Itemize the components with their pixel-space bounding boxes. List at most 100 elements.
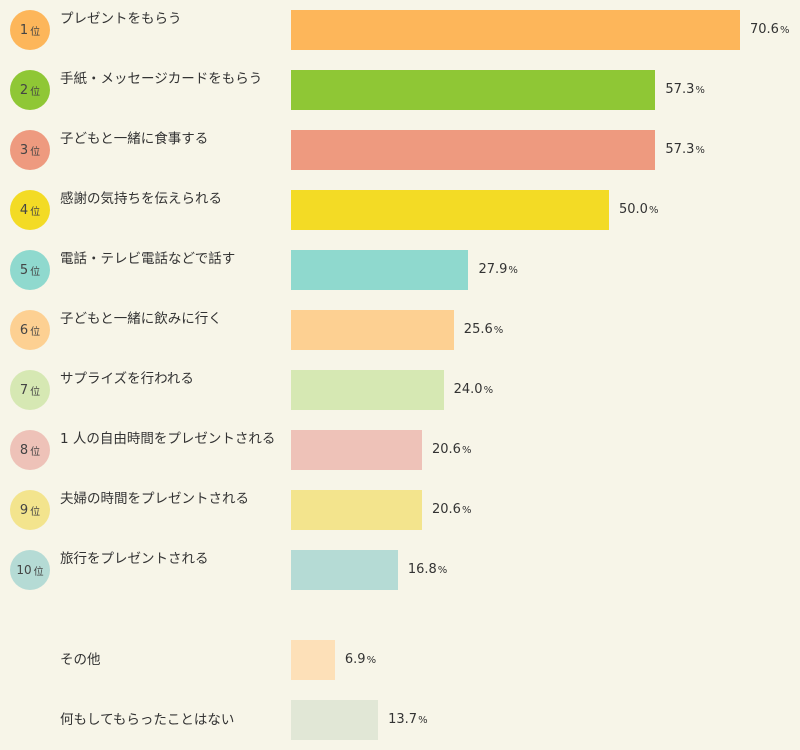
ranking-row: 7 位サプライズを行われる 24.0%: [0, 370, 800, 410]
value-number: 20.6: [432, 442, 461, 457]
ranking-row: 4 位感謝の気持ちを伝えられる 50.0%: [0, 190, 800, 230]
percent-unit: %: [418, 715, 428, 726]
value-label: 50.0%: [619, 190, 658, 230]
value-label: 57.3%: [665, 70, 704, 110]
category-label: 手紙・メッセージカードをもらう: [60, 71, 263, 87]
value-label: 20.6%: [432, 430, 471, 470]
rank-number: 8: [19, 442, 29, 458]
ranking-row: 10 位旅行をプレゼントされる 16.8%: [0, 550, 800, 590]
bar: [291, 250, 469, 290]
rank-badge: 10 位: [10, 550, 50, 590]
rank-suffix: 位: [30, 86, 41, 98]
value-label: 70.6%: [750, 10, 789, 50]
bar: [291, 190, 609, 230]
percent-unit: %: [695, 85, 705, 96]
value-number: 57.3: [665, 142, 695, 157]
rank-number: 2: [19, 82, 29, 98]
value-label: 24.0%: [454, 370, 493, 410]
rank-suffix: 位: [30, 506, 41, 518]
bar: [291, 310, 454, 350]
bar: [291, 430, 422, 470]
rank-number: 3: [19, 142, 29, 158]
value-number: 57.3: [665, 82, 695, 97]
rank-suffix: 位: [30, 206, 41, 218]
rank-number: 7: [19, 382, 29, 398]
rank-suffix: 位: [30, 146, 41, 158]
category-label: その他: [60, 652, 101, 668]
percent-unit: %: [508, 265, 518, 276]
percent-unit: %: [461, 445, 472, 456]
bar: [291, 490, 422, 530]
rank-number: 10: [16, 563, 32, 577]
rank-suffix: 位: [30, 386, 41, 398]
percent-unit: %: [461, 505, 472, 516]
ranking-row: 6 位子どもと一緒に飲みに行く 25.6%: [0, 310, 800, 350]
value-number: 24.0: [453, 382, 483, 397]
value-number: 27.9: [478, 262, 508, 277]
value-label: 6.9%: [345, 640, 376, 680]
value-number: 25.6: [463, 322, 493, 337]
value-label: 13.7%: [388, 700, 427, 740]
rank-suffix: 位: [30, 26, 41, 38]
ranking-row: 2 位手紙・メッセージカードをもらう 57.3%: [0, 70, 800, 110]
value-number: 70.6: [750, 22, 779, 37]
ranking-row: 1 位プレゼントをもらう 70.6%: [0, 10, 800, 50]
other-row: 何もしてもらったことはない 13.7%: [0, 700, 800, 740]
value-number: 50.0: [618, 202, 648, 217]
bar: [291, 700, 379, 740]
category-label: 子どもと一緒に食事する: [60, 131, 209, 147]
percent-unit: %: [695, 145, 705, 156]
value-label: 20.6%: [432, 490, 471, 530]
value-label: 16.8%: [408, 550, 447, 590]
rank-number: 6: [19, 322, 29, 338]
category-label: 夫婦の時間をプレゼントされる: [60, 491, 249, 507]
rank-number: 5: [19, 262, 29, 278]
percent-unit: %: [437, 565, 448, 576]
value-label: 25.6%: [464, 310, 503, 350]
bar: [291, 10, 740, 50]
ranking-row: 3 位子どもと一緒に食事する 57.3%: [0, 130, 800, 170]
percent-unit: %: [779, 25, 790, 36]
rank-number: 4: [19, 202, 29, 218]
bar: [291, 130, 656, 170]
category-label: 電話・テレビ電話などで話す: [60, 251, 236, 267]
category-label: サプライズを行われる: [60, 371, 194, 387]
bar: [291, 370, 444, 410]
category-label: 旅行をプレゼントされる: [60, 551, 209, 567]
value-label: 57.3%: [665, 130, 704, 170]
value-number: 13.7: [388, 712, 418, 727]
bar: [291, 640, 335, 680]
percent-unit: %: [483, 385, 494, 396]
other-row: その他 6.9%: [0, 640, 800, 680]
ranking-row: 5 位電話・テレビ電話などで話す 27.9%: [0, 250, 800, 290]
ranking-row: 9 位夫婦の時間をプレゼントされる 20.6%: [0, 490, 800, 530]
category-label: プレゼントをもらう: [60, 11, 182, 27]
rank-suffix: 位: [33, 566, 44, 578]
category-label: 感謝の気持ちを伝えられる: [60, 191, 222, 207]
value-number: 16.8: [407, 562, 437, 577]
category-label: 何もしてもらったことはない: [60, 712, 235, 728]
rank-number: 9: [19, 502, 29, 518]
percent-unit: %: [648, 205, 659, 216]
percent-unit: %: [493, 325, 504, 336]
rank-suffix: 位: [30, 326, 41, 338]
rank-suffix: 位: [30, 266, 41, 278]
bar: [291, 550, 398, 590]
rank-number: 1: [19, 22, 29, 38]
category-label: 1 人の自由時間をプレゼントされる: [60, 431, 276, 447]
category-label: 子どもと一緒に飲みに行く: [60, 311, 222, 327]
value-number: 6.9: [344, 652, 366, 667]
rank-suffix: 位: [30, 446, 41, 458]
value-number: 20.6: [432, 502, 461, 517]
